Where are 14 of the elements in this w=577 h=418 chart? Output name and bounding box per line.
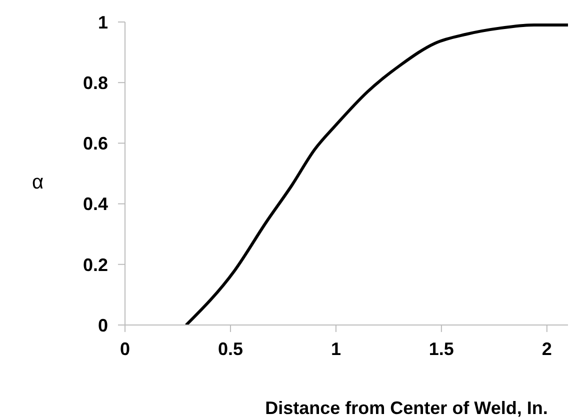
x-axis-title: Distance from Center of Weld, In.: [265, 398, 548, 418]
y-tick-label: 0.6: [82, 134, 108, 154]
y-axis-title: α: [32, 172, 44, 194]
x-tick-label: 1: [330, 338, 341, 359]
y-tick-label: 0.4: [82, 194, 108, 214]
line-series: [184, 24, 568, 325]
y-tick-label: 1: [98, 12, 108, 32]
x-tick-label: 2: [542, 338, 552, 359]
x-tick-label: 0.5: [218, 338, 243, 359]
y-tick-label: 0.2: [82, 254, 108, 275]
y-tick-label: 0.8: [82, 72, 108, 93]
x-tick-label: 1.5: [428, 338, 454, 359]
x-tick-label: 0: [120, 338, 130, 359]
y-tick-label: 0: [98, 315, 108, 336]
